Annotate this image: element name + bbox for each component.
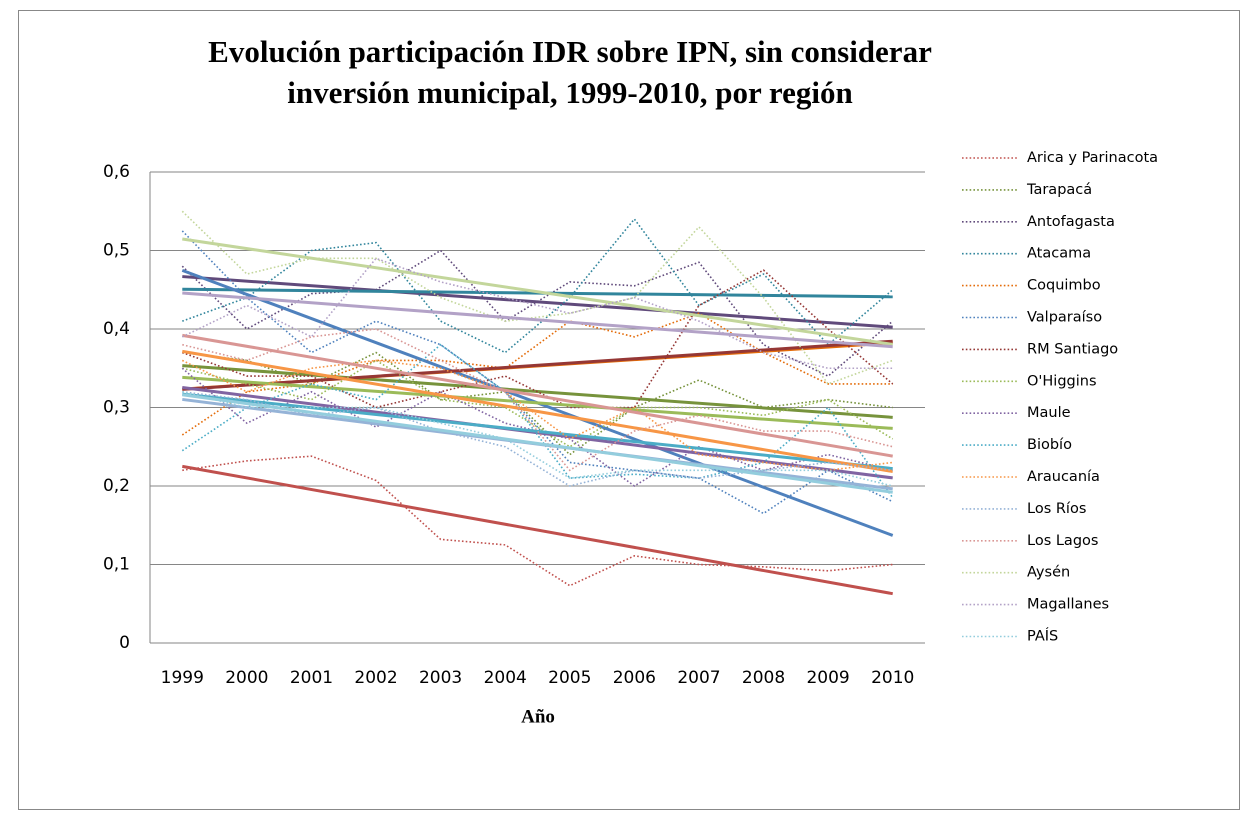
chart-title: inversión municipal, 1999-2010, por regi… — [287, 75, 853, 110]
trendline — [182, 291, 893, 349]
legend-label: Arica y Parinacota — [1027, 150, 1158, 166]
series-line — [182, 217, 894, 354]
x-tick-label: 2009 — [806, 668, 849, 688]
x-tick-label: 2005 — [548, 668, 591, 688]
series-line — [182, 269, 894, 409]
legend-label: Coquimbo — [1027, 278, 1101, 294]
legend-label: Aysén — [1027, 565, 1070, 581]
y-tick-label: 0,5 — [103, 241, 130, 261]
x-tick-label: 2004 — [484, 668, 527, 688]
x-axis-title: Año — [521, 706, 555, 727]
legend-label: Valparaíso — [1027, 310, 1102, 326]
legend-label: RM Santiago — [1027, 341, 1118, 357]
trendline — [182, 393, 893, 494]
series-line — [181, 367, 893, 487]
y-tick-label: 0,3 — [103, 398, 130, 418]
legend-label: Biobío — [1027, 437, 1072, 453]
trendline — [182, 275, 893, 329]
legend-label: Tarapacá — [1026, 182, 1092, 198]
series-line — [181, 210, 893, 385]
x-tick-label: 2006 — [613, 668, 656, 688]
x-tick-label: 2008 — [742, 668, 785, 688]
trendline — [182, 349, 893, 473]
x-tick-label: 2010 — [871, 668, 914, 688]
trendline — [182, 339, 893, 391]
series-line — [181, 359, 893, 472]
series-line — [181, 230, 894, 515]
legend-label: Atacama — [1027, 246, 1091, 262]
chart-title: Evolución participación IDR sobre IPN, s… — [208, 34, 932, 69]
y-tick-label: 0,2 — [103, 476, 130, 496]
series-line — [181, 343, 894, 499]
legend-label: Magallanes — [1027, 597, 1109, 613]
x-tick-label: 2007 — [677, 668, 720, 688]
x-tick-label: 1999 — [161, 668, 204, 688]
series-line — [181, 257, 893, 370]
legend-label: PAÍS — [1027, 628, 1058, 645]
y-tick-label: 0 — [119, 633, 130, 653]
series-line — [182, 391, 893, 487]
legend-label: Antofagasta — [1027, 214, 1115, 230]
legend-label: O'Higgins — [1027, 373, 1097, 389]
trendline — [182, 333, 893, 458]
legend-label: Araucanía — [1027, 469, 1100, 485]
series-line — [182, 455, 893, 587]
trendline — [182, 392, 893, 471]
y-tick-label: 0,4 — [103, 319, 130, 339]
y-tick-label: 0,1 — [103, 555, 130, 575]
series-line — [182, 391, 893, 487]
x-tick-label: 2002 — [354, 668, 397, 688]
trendline — [182, 464, 893, 596]
x-tick-label: 2001 — [290, 668, 333, 688]
y-tick-label: 0,6 — [103, 162, 130, 182]
trendline — [182, 237, 893, 346]
trendline — [182, 375, 893, 430]
legend-label: Los Ríos — [1027, 501, 1086, 517]
series-line — [181, 312, 893, 436]
legend-label: Maule — [1027, 405, 1071, 421]
legend-label: Los Lagos — [1027, 533, 1098, 549]
x-tick-label: 2000 — [225, 668, 268, 688]
x-tick-label: 2003 — [419, 668, 462, 688]
